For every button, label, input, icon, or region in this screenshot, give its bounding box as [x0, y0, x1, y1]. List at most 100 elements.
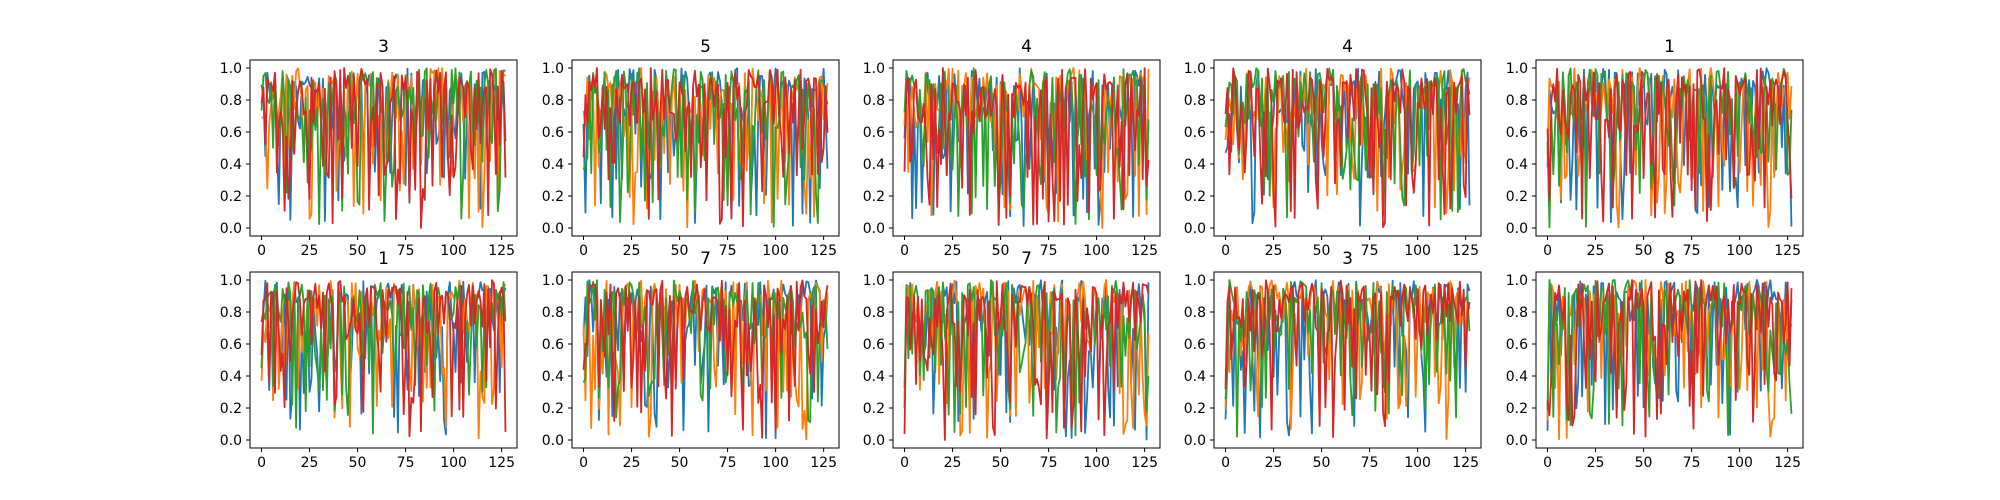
x-tick-label: 50	[349, 243, 367, 259]
x-tick-label: 0	[1221, 243, 1230, 259]
y-tick-label: 1.0	[863, 273, 885, 289]
subplot-7: 0 25 50 75 100 125 0.0 0.2 0.4 0.6 0.8 1.0 7	[542, 249, 840, 471]
x-tick-label: 25	[1265, 455, 1283, 471]
series-line-4	[903, 67, 1150, 227]
x-tick-label: 50	[671, 243, 689, 259]
y-tick-label: 0.8	[1506, 305, 1528, 321]
series-group	[260, 67, 507, 229]
x-tick-label: 100	[762, 455, 789, 471]
y-tick-label: 0.0	[1506, 433, 1528, 449]
x-tick-label: 25	[944, 243, 962, 259]
x-tick-label: 50	[1635, 455, 1653, 471]
y-tick-label: 0.4	[542, 369, 564, 385]
x-tick-label: 0	[579, 243, 588, 259]
series-line-4	[1546, 67, 1793, 223]
x-tick-label: 75	[1040, 243, 1058, 259]
x-tick-label: 25	[623, 455, 641, 471]
series-line-4	[1224, 279, 1471, 438]
subplot-10: 0 25 50 75 100 125 0.0 0.2 0.4 0.6 0.8 1.0 8	[1506, 249, 1804, 471]
y-tick-label: 1.0	[542, 273, 564, 289]
x-tick-label: 0	[900, 455, 909, 471]
y-tick-label: 0.0	[1506, 221, 1528, 237]
x-tick-label: 100	[1404, 455, 1431, 471]
x-tick-label: 75	[1040, 455, 1058, 471]
series-line-3	[903, 279, 1150, 437]
x-tick-label: 100	[1726, 243, 1753, 259]
x-tick-label: 75	[719, 243, 737, 259]
x-tick-label: 50	[1313, 455, 1331, 471]
y-tick-label: 0.2	[220, 401, 242, 417]
axes-frame	[892, 271, 1161, 449]
series-group	[582, 67, 829, 229]
x-tick-label: 75	[1683, 243, 1701, 259]
y-tick-label: 0.4	[1184, 157, 1206, 173]
y-tick-label: 0.2	[1506, 189, 1528, 205]
y-tick-label: 0.4	[1184, 369, 1206, 385]
x-tick-label: 0	[579, 455, 588, 471]
y-tick-label: 1.0	[1184, 61, 1206, 77]
y-tick-label: 1.0	[220, 273, 242, 289]
x-tick-label: 125	[1452, 455, 1479, 471]
y-tick-label: 0.8	[1506, 93, 1528, 109]
x-tick-label: 100	[1083, 243, 1110, 259]
y-tick-label: 0.2	[863, 401, 885, 417]
x-tick-label: 75	[719, 455, 737, 471]
y-tick-label: 0.0	[863, 221, 885, 237]
y-tick-label: 0.6	[1184, 125, 1206, 141]
axes-frame	[892, 59, 1161, 237]
subplot-6: 0 25 50 75 100 125 0.0 0.2 0.4 0.6 0.8 1.0 1	[220, 249, 518, 471]
subplot-title: 3	[378, 37, 389, 57]
y-tick-label: 0.6	[863, 337, 885, 353]
axes-frame	[1535, 271, 1804, 449]
subplot-title: 1	[1664, 37, 1675, 57]
y-tick-label: 0.4	[1506, 369, 1528, 385]
axes-frame	[1535, 59, 1804, 237]
x-tick-label: 75	[1361, 243, 1379, 259]
subplot-title: 4	[1021, 37, 1032, 57]
y-tick-label: 0.0	[220, 221, 242, 237]
series-group	[1546, 279, 1793, 441]
x-tick-label: 0	[900, 243, 909, 259]
series-group	[260, 279, 507, 440]
y-tick-label: 0.0	[220, 433, 242, 449]
series-line-4	[903, 280, 1150, 441]
x-tick-label: 125	[810, 243, 837, 259]
series-line-4	[582, 279, 829, 439]
x-tick-label: 100	[1083, 455, 1110, 471]
y-tick-label: 1.0	[1506, 61, 1528, 77]
x-tick-label: 50	[1635, 243, 1653, 259]
subplot-5: 0 25 50 75 100 125 0.0 0.2 0.4 0.6 0.8 1.0 1	[1506, 37, 1804, 259]
x-tick-label: 50	[992, 455, 1010, 471]
x-tick-label: 50	[1313, 243, 1331, 259]
x-tick-label: 125	[488, 243, 515, 259]
series-line-4	[1224, 67, 1471, 229]
y-tick-label: 0.2	[542, 189, 564, 205]
subplot-title: 3	[1342, 249, 1353, 269]
y-tick-label: 0.8	[542, 305, 564, 321]
x-tick-label: 75	[1361, 455, 1379, 471]
subplot-1: 0 25 50 75 100 125 0.0 0.2 0.4 0.6 0.8 1.0 3	[220, 37, 518, 259]
series-line-4	[260, 279, 507, 438]
y-tick-label: 0.0	[1184, 221, 1206, 237]
x-tick-label: 125	[1452, 243, 1479, 259]
subplot-title: 7	[1021, 249, 1032, 269]
axes-frame	[249, 59, 518, 237]
x-tick-label: 25	[944, 455, 962, 471]
x-tick-label: 125	[1774, 243, 1801, 259]
x-tick-label: 0	[257, 455, 266, 471]
series-group	[582, 279, 829, 441]
y-tick-label: 0.6	[863, 125, 885, 141]
y-tick-label: 0.0	[1184, 433, 1206, 449]
subplot-title: 8	[1664, 249, 1675, 269]
y-tick-label: 1.0	[542, 61, 564, 77]
y-tick-label: 0.4	[220, 157, 242, 173]
x-tick-label: 25	[1587, 243, 1605, 259]
x-tick-label: 125	[1131, 243, 1158, 259]
x-tick-label: 50	[671, 455, 689, 471]
x-tick-label: 125	[1774, 455, 1801, 471]
x-tick-label: 75	[1683, 455, 1701, 471]
y-tick-label: 0.4	[220, 369, 242, 385]
y-tick-label: 0.6	[542, 337, 564, 353]
y-tick-label: 0.2	[1506, 401, 1528, 417]
